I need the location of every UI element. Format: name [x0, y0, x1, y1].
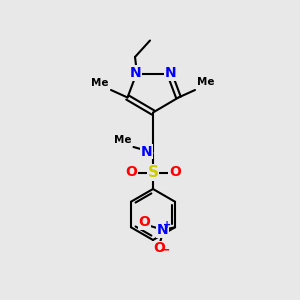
Text: Me: Me: [91, 78, 109, 88]
Text: Me: Me: [196, 77, 214, 87]
Text: O: O: [154, 241, 165, 255]
Text: N: N: [157, 223, 168, 237]
Text: O: O: [125, 166, 137, 179]
Text: S: S: [148, 165, 158, 180]
Text: N: N: [141, 145, 152, 158]
Text: O: O: [139, 215, 150, 229]
Text: N: N: [130, 66, 142, 80]
Text: O: O: [169, 166, 181, 179]
Text: +: +: [163, 220, 171, 230]
Text: N: N: [164, 66, 176, 80]
Text: −: −: [160, 243, 170, 256]
Text: Me: Me: [114, 135, 132, 145]
